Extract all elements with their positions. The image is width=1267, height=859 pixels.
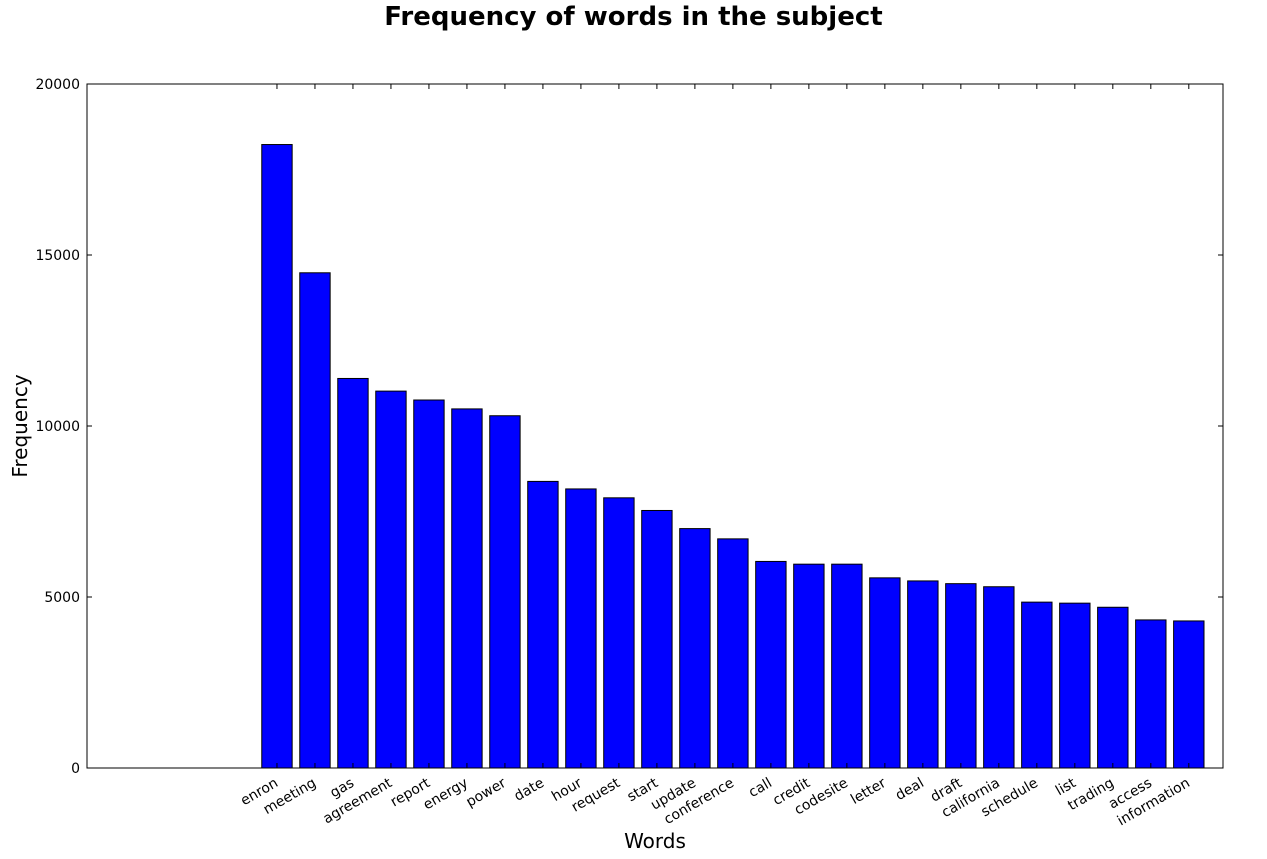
bar-start <box>641 509 673 769</box>
bar-conference <box>717 538 749 769</box>
x-tick-label: letter <box>848 775 889 808</box>
y-tick-label: 5000 <box>44 590 80 606</box>
bar-credit <box>793 563 825 769</box>
x-axis-label: Words <box>624 829 686 853</box>
bar-power <box>489 415 521 769</box>
bar-deal <box>907 580 939 769</box>
bar-series <box>261 144 1205 769</box>
bar-meeting <box>299 272 331 769</box>
bar-access <box>1135 619 1167 769</box>
bar-list <box>1059 602 1091 769</box>
bar-information <box>1173 620 1205 769</box>
bar-energy <box>451 408 483 769</box>
bar-update <box>679 528 711 769</box>
bar-agreement <box>375 390 407 769</box>
y-tick-label: 15000 <box>35 248 80 264</box>
x-tick-label: power <box>463 775 509 811</box>
bar-hour <box>565 488 597 769</box>
bar-codesite <box>831 563 863 769</box>
bar-date <box>527 480 559 769</box>
y-tick-label: 0 <box>71 761 80 777</box>
y-axis-label: Frequency <box>8 374 32 477</box>
bar-trading <box>1097 606 1129 769</box>
bar-schedule <box>1021 601 1053 769</box>
bar-draft <box>945 583 977 769</box>
chart-title: Frequency of words in the subject <box>384 2 883 32</box>
y-tick-label: 20000 <box>35 77 80 93</box>
bar-call <box>755 560 787 769</box>
x-tick-label: agreement <box>320 775 395 827</box>
bar-report <box>413 399 445 769</box>
bar-letter <box>869 577 901 769</box>
bar-request <box>603 497 635 769</box>
bar-enron <box>261 144 293 769</box>
bar-california <box>983 586 1015 769</box>
x-tick-label: date <box>512 775 547 805</box>
bar-gas <box>337 377 369 769</box>
x-tick-label: deal <box>893 775 927 804</box>
y-tick-label: 10000 <box>35 419 80 435</box>
